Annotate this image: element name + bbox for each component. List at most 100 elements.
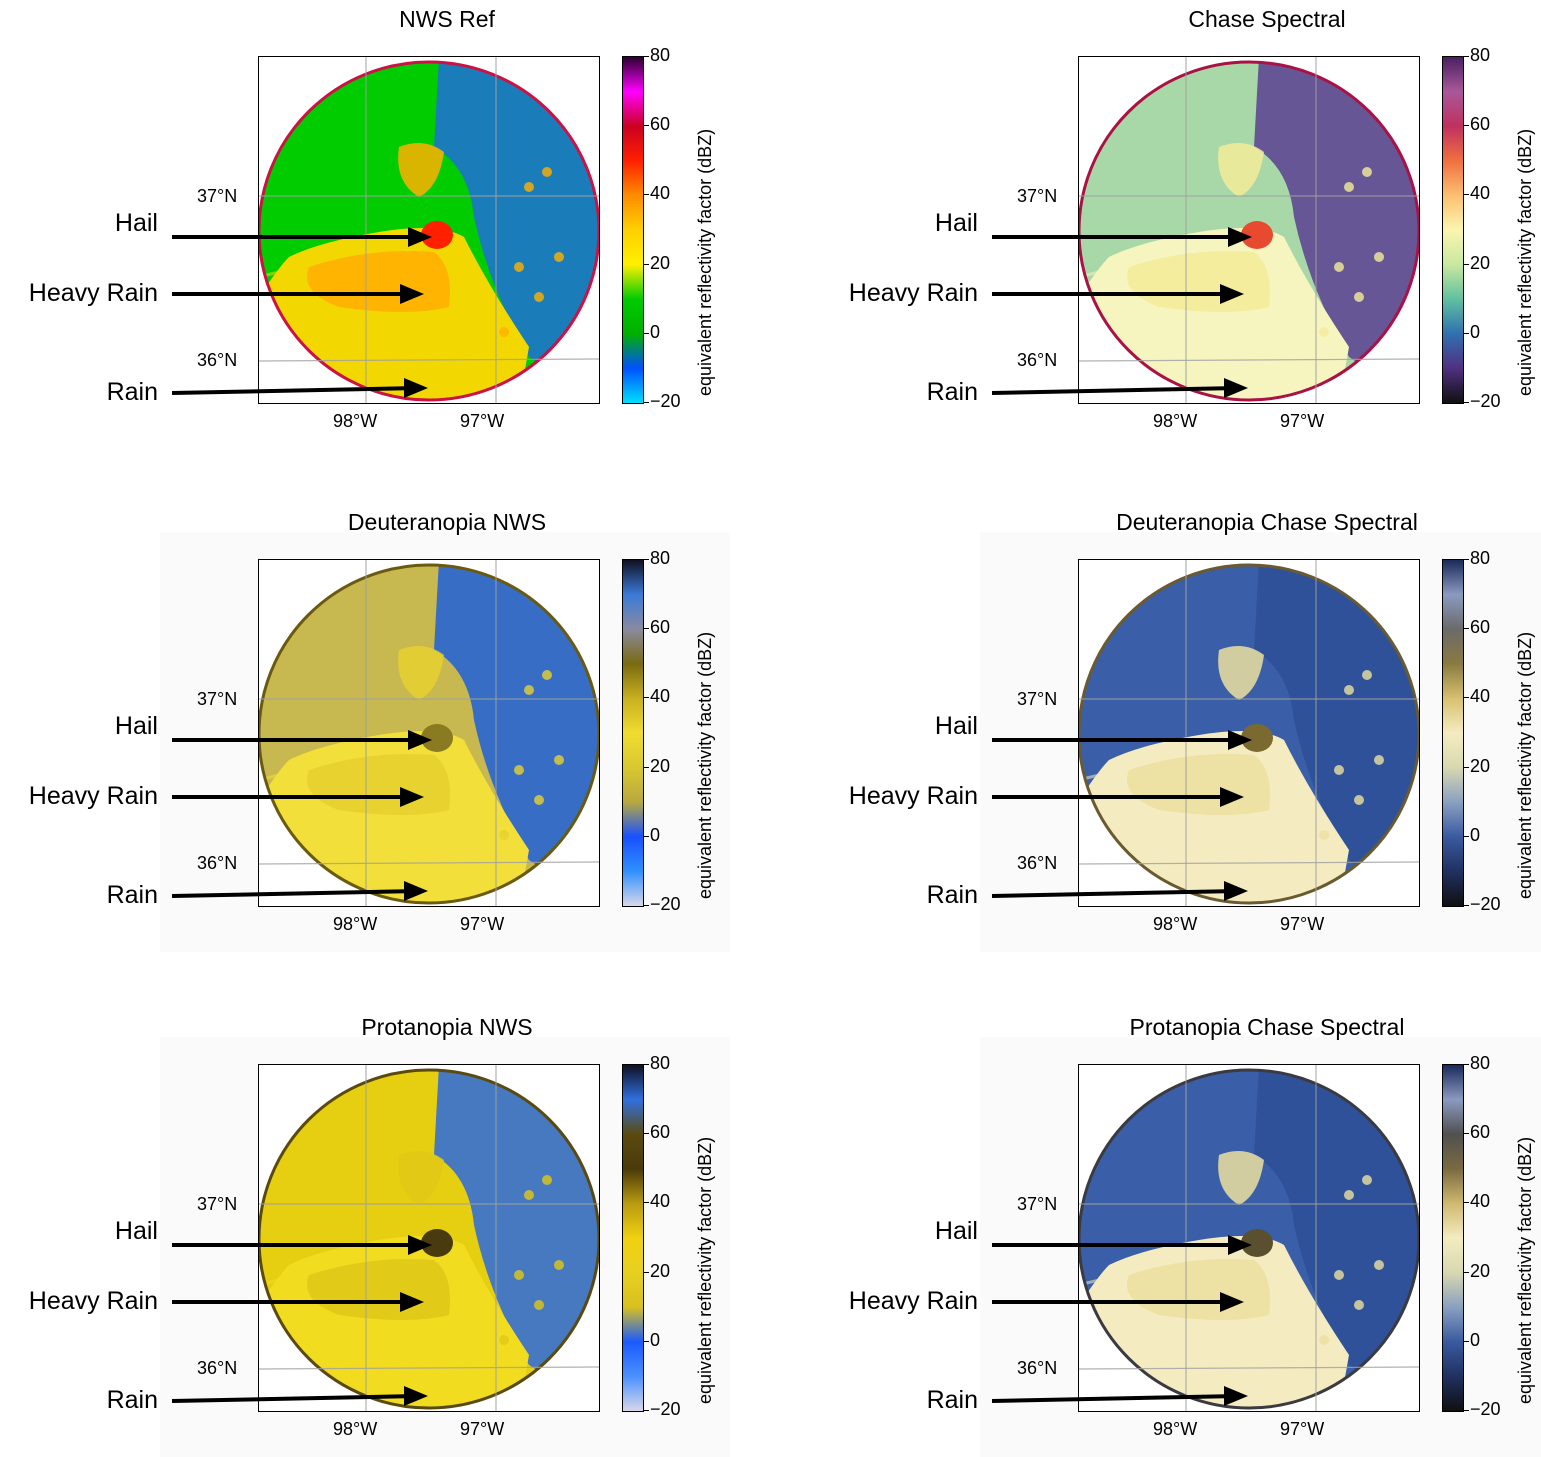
radar-svg — [259, 560, 599, 906]
colorbar-tickmark — [1463, 332, 1469, 334]
storm-cell — [1218, 143, 1264, 197]
scattered-cell — [1334, 1270, 1344, 1280]
colorbar-tick-label: 80 — [1470, 1053, 1491, 1073]
arrow-head — [1220, 787, 1244, 807]
scattered-cell — [554, 252, 564, 262]
scattered-cell — [1354, 1300, 1364, 1310]
annotation-label: Hail — [114, 712, 158, 740]
scattered-cell — [554, 755, 564, 765]
scattered-cell — [514, 1270, 524, 1280]
colorbar-tick-label: 0 — [1470, 321, 1481, 342]
scattered-cell — [1344, 182, 1354, 192]
hail-core — [1241, 724, 1273, 752]
longitude-label: 98°W — [333, 411, 378, 431]
arrow-head — [400, 284, 424, 304]
clear-air-region — [434, 1070, 599, 1408]
longitude-label: 97°W — [1280, 411, 1325, 431]
colorbar-tick-label: 0 — [650, 1329, 661, 1350]
colorbar-tickmark — [643, 1064, 649, 1065]
colorbar — [622, 1064, 644, 1412]
annotation-label: Hail — [114, 1217, 158, 1245]
colorbar-label: equivalent reflectivity factor (dBZ) — [695, 631, 715, 899]
longitude-label: 97°W — [460, 914, 505, 934]
colorbar-tickmark — [643, 56, 649, 57]
latitude-label: 36°N — [1017, 350, 1058, 370]
scattered-cell — [524, 685, 534, 695]
annotation-label: Heavy Rain — [848, 279, 978, 307]
range-ring — [259, 60, 599, 402]
colorbar-tick-label: 20 — [650, 755, 671, 776]
arrow-head — [404, 881, 428, 901]
scattered-cell — [1319, 830, 1329, 840]
gridline — [259, 1366, 599, 1370]
latitude-label: 36°N — [197, 853, 238, 873]
scattered-cell — [524, 182, 534, 192]
colorbar-tickmark — [1463, 56, 1469, 57]
colorbar-label: equivalent reflectivity factor (dBZ) — [1515, 631, 1535, 899]
annotation-arrow — [172, 1235, 432, 1255]
arrow-shaft — [171, 386, 407, 395]
longitude-label: 97°W — [460, 1419, 505, 1439]
scattered-cell — [514, 262, 524, 272]
colorbar-tickmark — [643, 835, 649, 837]
latitude-label: 37°N — [1017, 1194, 1058, 1214]
annotation-arrow — [992, 227, 1252, 247]
annotation-label: Rain — [926, 378, 978, 406]
longitude-label: 98°W — [1153, 411, 1198, 431]
arrow-head — [1220, 284, 1244, 304]
clear-air-region — [434, 62, 599, 400]
colorbar-tickmark — [1463, 1133, 1469, 1135]
arrow-head — [1224, 881, 1248, 901]
arrow-head — [1228, 227, 1252, 247]
scattered-cell — [1362, 167, 1372, 177]
scattered-cell — [1319, 1335, 1329, 1345]
radar-svg — [259, 1065, 599, 1411]
colorbar-tick-label: 20 — [1470, 755, 1491, 776]
gridline — [259, 861, 599, 865]
colorbar-tickmark — [643, 1202, 649, 1204]
scattered-cell — [1354, 795, 1364, 805]
colorbar-tick-label: 60 — [1470, 617, 1491, 638]
colorbar-tick-label: 0 — [1470, 824, 1481, 845]
colorbar-tick-label: 60 — [650, 1122, 671, 1143]
colorbar-tick-label: 20 — [650, 252, 671, 273]
annotation-label: Hail — [934, 712, 978, 740]
colorbar-tickmark — [1463, 766, 1469, 768]
colorbar-tick-label: 20 — [1470, 252, 1491, 273]
colorbar-tick-label: 20 — [1470, 1260, 1491, 1281]
gridline — [1079, 1366, 1419, 1370]
scattered-cell — [534, 292, 544, 302]
colorbar-tickmark — [643, 697, 649, 699]
gridline — [1079, 861, 1419, 865]
annotation-arrow — [992, 787, 1244, 807]
scattered-cell — [1374, 252, 1384, 262]
arrow-head — [1228, 1235, 1252, 1255]
annotation-label: Hail — [934, 209, 978, 237]
radar-svg — [1079, 57, 1419, 403]
colorbar-label: equivalent reflectivity factor (dBZ) — [695, 1136, 715, 1404]
hail-core — [1241, 1229, 1273, 1257]
latitude-label: 37°N — [197, 689, 238, 709]
colorbar-tick-label: −20 — [650, 894, 681, 914]
colorbar-tickmark — [643, 766, 649, 768]
annotation-label: Rain — [926, 1386, 978, 1414]
colorbar-tick-label: 40 — [1470, 1191, 1491, 1212]
scattered-cell — [1374, 755, 1384, 765]
gridline — [1079, 358, 1419, 362]
annotation-arrow — [992, 284, 1244, 304]
colorbar-tick-label: 20 — [650, 1260, 671, 1281]
arrow-head — [404, 378, 428, 398]
storm-cell — [398, 646, 444, 700]
arrow-shaft — [171, 889, 407, 898]
scattered-cell — [1362, 1175, 1372, 1185]
colorbar-tickmark — [643, 628, 649, 630]
range-ring — [259, 1068, 599, 1410]
hail-core — [421, 724, 453, 752]
colorbar-tickmark — [643, 1340, 649, 1342]
annotation-label: Heavy Rain — [848, 782, 978, 810]
scattered-cell — [542, 167, 552, 177]
hail-core — [1241, 221, 1273, 249]
arrow-shaft — [171, 1394, 407, 1403]
longitude-label: 98°W — [333, 914, 378, 934]
colorbar-tickmark — [1463, 125, 1469, 127]
